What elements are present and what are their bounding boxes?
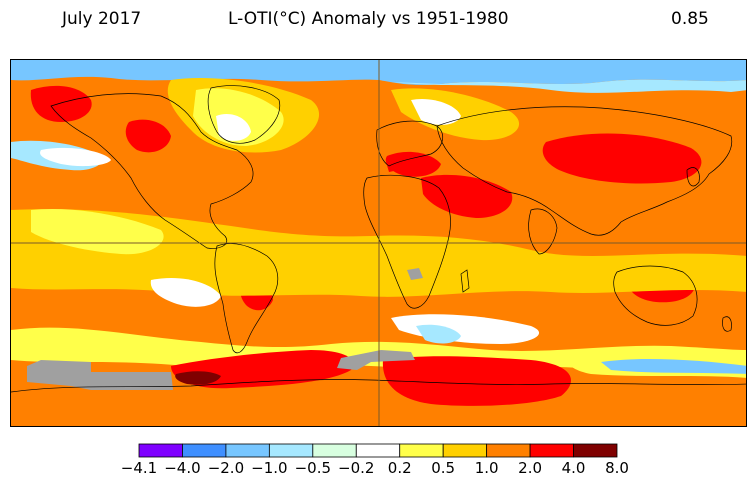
southern-ocean-cool: [416, 324, 461, 344]
southern-ocean-blue: [601, 359, 746, 374]
period-label: July 2017: [62, 9, 142, 29]
colorbar-tick-label: −2.0: [208, 459, 244, 477]
colorbar-swatches: [138, 443, 618, 458]
colorbar-swatch: [486, 443, 531, 458]
middle-east-hot: [421, 174, 513, 218]
coastline-europe: [376, 120, 444, 167]
colorbar-swatch: [268, 443, 314, 458]
anomaly-map: [10, 59, 747, 427]
colorbar-tick-label: 8.0: [605, 459, 629, 477]
canada-hot: [125, 119, 171, 153]
colorbar-tick-label: 4.0: [562, 459, 586, 477]
north-africa-hot: [386, 156, 399, 172]
colorbar-swatch: [355, 443, 401, 458]
colorbar-swatch: [399, 443, 444, 458]
colorbar-tick-label: 2.0: [518, 459, 542, 477]
no-data-congo: [407, 268, 423, 280]
south-pacific-white: [150, 277, 221, 307]
no-data-west: [27, 360, 173, 390]
map-title: L-OTI(°C) Anomaly vs 1951-1980: [228, 9, 509, 29]
europe-hot: [385, 151, 441, 177]
anomaly-map-svg: [11, 60, 746, 426]
scandinavia-white: [411, 98, 461, 125]
colorbar-tick-label: −0.2: [338, 459, 374, 477]
coastline-africa: [363, 174, 451, 309]
colorbar-swatch: [182, 443, 227, 458]
coastline-asia: [436, 106, 733, 236]
alaska-hot: [30, 85, 92, 122]
colorbar-swatch: [442, 443, 488, 458]
colorbar-swatch: [225, 443, 270, 458]
colorbar-tick-label: 1.0: [475, 459, 499, 477]
coastline-new-zealand: [722, 316, 732, 332]
colorbar-swatch: [138, 443, 183, 458]
greenland-white: [216, 113, 251, 141]
coastline-greenland: [207, 85, 281, 144]
arctic-pale-band: [391, 79, 746, 93]
asia-hot: [542, 133, 702, 184]
coastline-madagascar: [460, 269, 470, 293]
colorbar-swatch: [312, 443, 357, 458]
colorbar-tick-label: −0.5: [295, 459, 331, 477]
coastline-india: [528, 208, 558, 255]
colorbar-swatch: [573, 443, 618, 458]
coastline-japan: [686, 167, 700, 187]
no-data-ross: [337, 350, 415, 370]
colorbar-tick-label: 0.2: [388, 459, 412, 477]
coastlines: [11, 85, 746, 393]
coastline-australia: [613, 265, 698, 326]
antarctic-extreme-hot: [175, 371, 221, 385]
coastline-antarctica: [11, 379, 746, 393]
coastline-north-america: [50, 93, 254, 249]
antarctic-hot-east: [382, 356, 571, 406]
colorbar-tick-labels: −4.1 −4.0 −2.0 −1.0 −0.5 −0.2 0.2 0.5 1.0 2.0 4.0 8…: [121, 459, 629, 477]
coastline-south-america: [214, 243, 279, 354]
north-pacific-white: [40, 147, 111, 167]
colorbar-tick-label: −4.0: [164, 459, 200, 477]
colorbar-tick-label: 0.5: [431, 459, 455, 477]
colorbar-tick-label: −4.1: [121, 459, 157, 477]
global-mean-value: 0.85: [671, 9, 709, 29]
colorbar-swatch: [529, 443, 574, 458]
colorbar-tick-label: −1.0: [251, 459, 287, 477]
